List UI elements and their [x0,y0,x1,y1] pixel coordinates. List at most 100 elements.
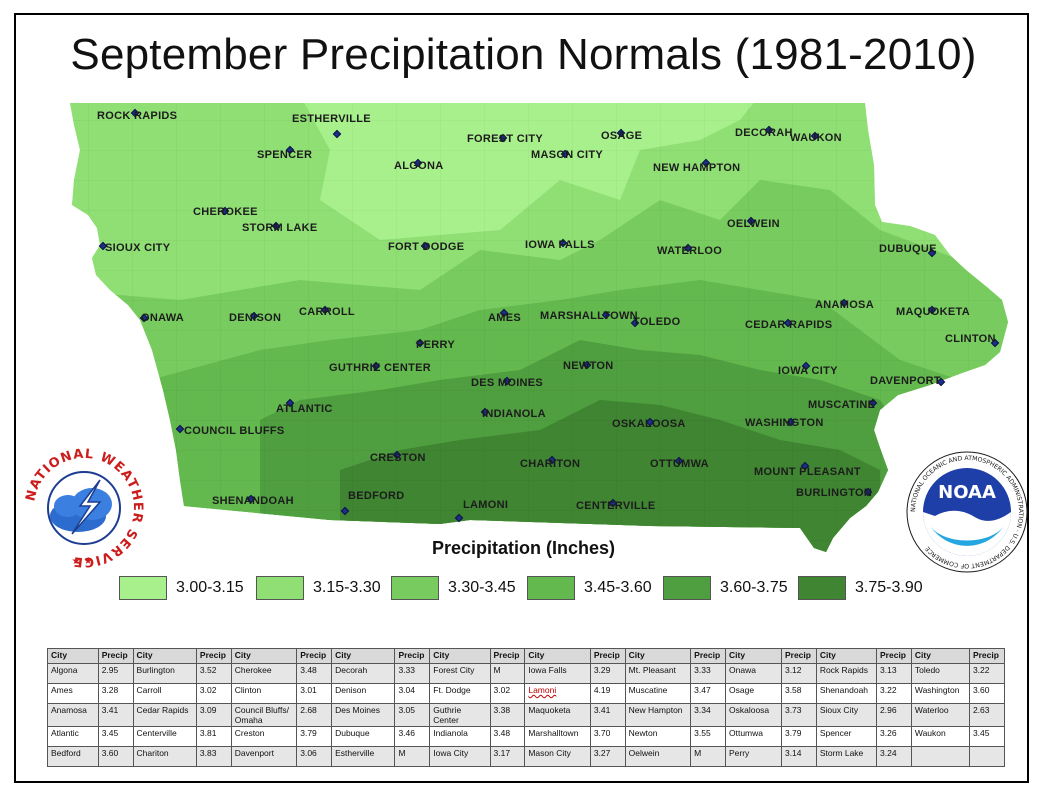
column-header-precip: Precip [780,648,817,664]
column-header-precip: Precip [690,648,726,664]
table-cell-city: Cherokee [230,663,298,684]
city-label: MOUNT PLEASANT [754,466,861,478]
city-label: CENTERVILLE [576,500,656,512]
table-cell-precip: 3.60 [97,746,134,767]
column-header-city: City [815,648,878,664]
table-cell-precip: M [394,746,431,767]
table-cell-city: Onawa [725,663,782,684]
city-label: WASHINGTON [745,417,824,429]
table-cell-city: Burlington [132,663,197,684]
table-cell-precip: M [489,663,526,684]
table-cell-precip: 3.33 [690,663,726,684]
city-label: AMES [488,312,521,324]
svg-text:★ ★: ★ ★ [71,556,92,567]
table-cell-precip: 3.45 [97,726,134,747]
table-cell-precip: 2.96 [876,703,912,727]
column-header-city: City [331,648,396,664]
table-cell-city: Forest City [429,663,491,684]
table-cell-city: Davenport [230,746,298,767]
table-cell-city: Shenandoah [815,683,878,704]
city-label: INDIANOLA [482,408,546,420]
legend-title: Precipitation (Inches) [431,538,616,558]
table-cell-city: Spencer [815,726,878,747]
table-cell-city: Estherville [331,746,396,767]
city-label: MARSHALLTOWN [540,310,638,322]
column-header-city: City [429,648,491,664]
legend-swatch [391,576,439,600]
city-label: CLINTON [945,333,996,345]
table-cell-city: Chariton [132,746,197,767]
table-cell-precip: 3.52 [195,663,232,684]
city-label: ALGONA [394,160,444,172]
table-cell-precip: 3.81 [195,726,232,747]
city-label: COUNCIL BLUFFS [184,425,285,437]
city-label: STORM LAKE [242,222,318,234]
legend-swatch [798,576,846,600]
table-cell-city: Council Bluffs/ Omaha [230,703,298,727]
table-cell-city: Ames [47,683,99,704]
column-header-city: City [910,648,970,664]
city-label: IOWA CITY [778,365,838,377]
table-cell-city: Sioux City [815,703,878,727]
table-cell-city: Iowa Falls [524,663,591,684]
city-label: ESTHERVILLE [292,113,371,125]
table-cell-city: Guthrie Center [429,703,491,727]
table-cell-city: Rock Rapids [815,663,878,684]
city-label: WATERLOO [657,245,723,257]
legend-swatch [663,576,711,600]
city-label: ANAMOSA [815,299,874,311]
table-cell-precip: 2.68 [296,703,333,727]
map-title: September Precipitation Normals (1981-20… [70,30,977,79]
city-label: TOLEDO [633,316,681,328]
table-cell-precip: 3.48 [489,726,526,747]
table-cell-precip: M [690,746,726,767]
table-cell-precip: 3.48 [296,663,333,684]
table-cell-precip: 3.27 [589,746,626,767]
table-cell-precip: 3.38 [489,703,526,727]
table-cell-city: Carroll [132,683,197,704]
city-label: SIOUX CITY [105,242,171,254]
table-cell-city: Lamoni [524,683,591,704]
city-label: SHENANDOAH [212,495,294,507]
city-label: GUTHRIE CENTER [329,362,431,374]
city-label: MAQUOKETA [896,306,970,318]
table-cell-city: Indianola [429,726,491,747]
table-cell-precip: 3.02 [489,683,526,704]
table-cell-city: Oskaloosa [725,703,782,727]
city-label: DUBUQUE [879,243,937,255]
table-cell-precip: 3.83 [195,746,232,767]
table-cell-city: Ft. Dodge [429,683,491,704]
city-label: MASON CITY [531,149,604,161]
table-cell-precip: 3.26 [876,726,912,747]
table-cell-precip: 3.06 [296,746,333,767]
table-cell-city: Des Moines [331,703,396,727]
table-cell-city: Storm Lake [815,746,878,767]
city-label: CARROLL [299,306,355,318]
table-cell-city: Atlantic [47,726,99,747]
table-row: Anamosa 3.41 Cedar Rapids 3.09 Council Bluff… [47,703,1006,727]
noaa-logo: NATIONAL OCEANIC AND ATMOSPHERIC ADMINIS… [906,451,1028,573]
table-cell-precip: 4.19 [589,683,626,704]
legend-label: 3.15-3.30 [313,579,381,596]
table-cell-city: Iowa City [429,746,491,767]
city-label: DENISON [229,312,282,324]
column-header-city: City [524,648,591,664]
table-cell-precip: 3.47 [690,683,726,704]
city-label: DAVENPORT [870,375,941,387]
column-header-precip: Precip [195,648,232,664]
table-cell-city: Ottumwa [725,726,782,747]
table-cell-precip: 3.17 [489,746,526,767]
table-cell-precip [968,746,1006,767]
table-row: Algona 2.95 Burlington 3.52 Cherokee 3.48 Deco… [47,663,1006,684]
table-cell-city: Osage [725,683,782,704]
city-label: OELWEIN [727,218,780,230]
table-cell-precip: 2.95 [97,663,134,684]
city-label: BURLINGTON [796,487,873,499]
column-header-precip: Precip [968,648,1006,664]
column-header-precip: Precip [589,648,626,664]
city-label: BEDFORD [348,490,405,502]
table-cell-city: Centerville [132,726,197,747]
city-label: ROCK RAPIDS [97,110,178,122]
table-cell-precip: 3.58 [780,683,817,704]
